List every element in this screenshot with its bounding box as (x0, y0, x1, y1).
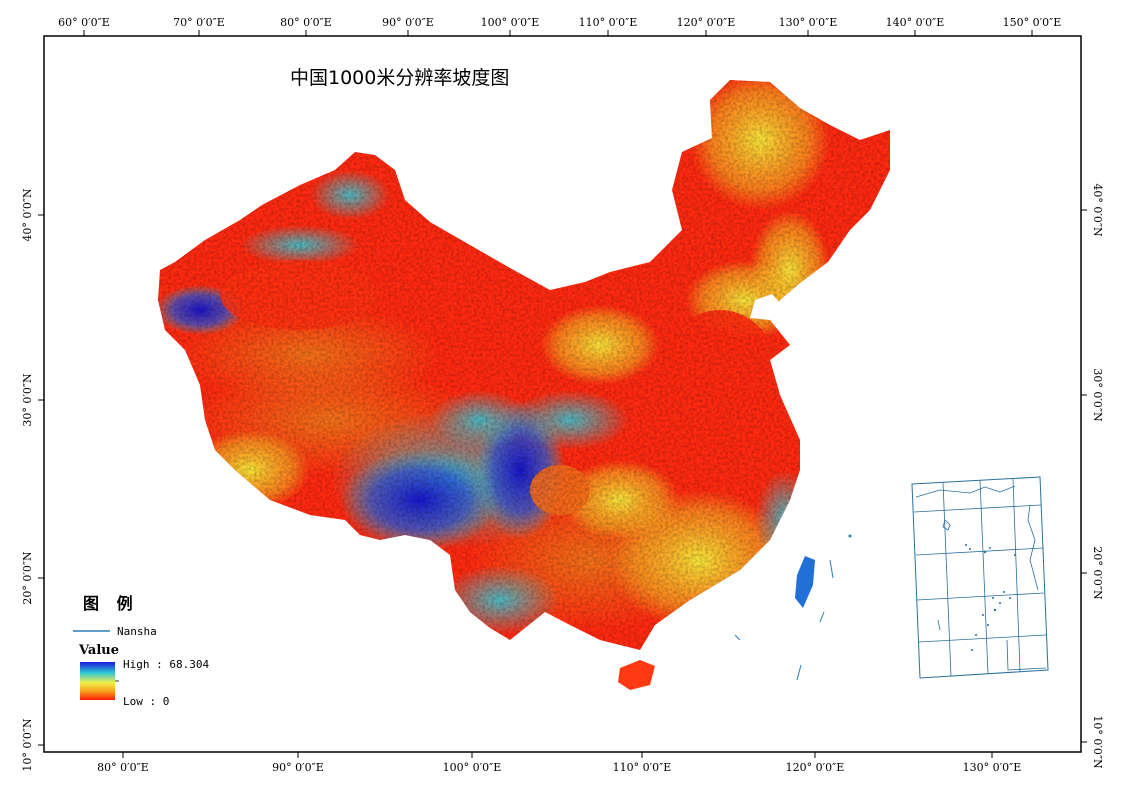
bottom-tick-label: 90° 0′0″E (272, 761, 324, 774)
top-tick-label: 110° 0′0″E (579, 16, 638, 29)
south-china-sea-inset (911, 476, 1049, 679)
top-tick-label: 130° 0′0″E (779, 16, 838, 29)
top-tick-label: 120° 0′0″E (677, 16, 736, 29)
nansha-label: Nansha (117, 625, 157, 638)
top-tick-label: 70° 0′0″E (173, 16, 225, 29)
right-tick-marks (1081, 209, 1087, 743)
top-tick-label: 100° 0′0″E (481, 16, 540, 29)
map-title: 中国1000米分辨率坡度图 (290, 67, 509, 89)
value-title: Value (78, 643, 119, 658)
bottom-tick-label: 80° 0′0″E (97, 761, 149, 774)
top-tick-marks (83, 30, 1033, 36)
south-sea-islands (734, 534, 852, 681)
top-tick-label: 140° 0′0″E (886, 16, 945, 29)
bottom-tick-label: 100° 0′0″E (443, 761, 502, 774)
left-ticks: 40° 0′0″N 30° 0′0″N 20° 0′0″N 10° 0′0″N (21, 188, 34, 772)
right-tick-label: 40° 0′0″N (1091, 183, 1104, 237)
bottom-tick-marks (122, 752, 993, 758)
left-tick-marks (38, 214, 44, 746)
top-ticks: 60° 0′0″E 70° 0′0″E 80° 0′0″E 90° 0′0″E … (58, 16, 1061, 29)
right-tick-label: 10° 0′0″N (1091, 715, 1104, 769)
taiwan-island (795, 556, 815, 608)
bottom-tick-label: 120° 0′0″E (786, 761, 845, 774)
color-ramp (80, 662, 115, 700)
legend-title: 图 例 (83, 594, 139, 613)
left-tick-label: 30° 0′0″N (21, 373, 34, 427)
hainan-island (618, 660, 655, 690)
low-value-label: Low : 0 (123, 695, 169, 708)
left-tick-label: 10° 0′0″N (21, 718, 34, 772)
bottom-tick-label: 110° 0′0″E (613, 761, 672, 774)
map-legend: 图 例 Nansha Value High : 68.304 Low : 0 (73, 594, 209, 708)
top-tick-label: 60° 0′0″E (58, 16, 110, 29)
top-tick-label: 150° 0′0″E (1003, 16, 1062, 29)
right-tick-label: 30° 0′0″N (1091, 368, 1104, 422)
bottom-tick-label: 130° 0′0″E (963, 761, 1022, 774)
top-tick-label: 90° 0′0″E (382, 16, 434, 29)
right-tick-label: 20° 0′0″N (1091, 546, 1104, 600)
map-frame (43, 35, 1082, 753)
left-tick-label: 40° 0′0″N (21, 188, 34, 242)
right-ticks: 40° 0′0″N 30° 0′0″N 20° 0′0″N 10° 0′0″N (1091, 183, 1104, 769)
high-value-label: High : 68.304 (123, 658, 209, 671)
top-tick-label: 80° 0′0″E (280, 16, 332, 29)
left-tick-label: 20° 0′0″N (21, 551, 34, 605)
bottom-ticks: 80° 0′0″E 90° 0′0″E 100° 0′0″E 110° 0′0″… (97, 761, 1021, 774)
bohai-sea (750, 294, 782, 320)
